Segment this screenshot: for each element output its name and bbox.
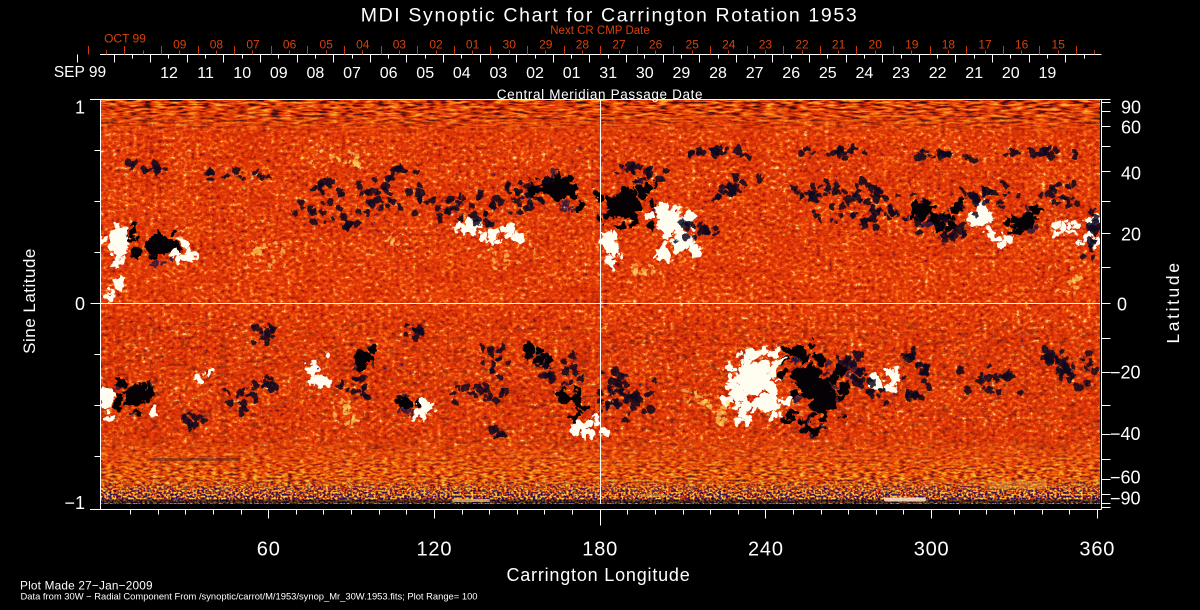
svg-text:Plot Made 27−Jan−2009: Plot Made 27−Jan−2009 [20,579,153,593]
svg-text:24: 24 [856,65,874,82]
svg-text:90: 90 [1121,98,1141,118]
svg-text:28: 28 [709,65,727,82]
svg-text:1: 1 [75,98,85,118]
svg-text:30: 30 [636,65,654,82]
svg-text:0: 0 [75,294,85,314]
svg-text:07: 07 [246,38,260,52]
svg-text:−60: −60 [1110,468,1141,488]
svg-text:03: 03 [393,38,407,52]
svg-text:05: 05 [416,65,434,82]
svg-text:28: 28 [576,38,590,52]
svg-text:0: 0 [1117,295,1127,315]
svg-text:09: 09 [173,38,187,52]
svg-text:360: 360 [1079,539,1115,561]
svg-text:20: 20 [1002,65,1020,82]
svg-text:19: 19 [1039,65,1057,82]
svg-text:21: 21 [965,65,983,82]
svg-text:180: 180 [582,539,618,561]
svg-text:27: 27 [746,65,764,82]
svg-text:16: 16 [1015,38,1029,52]
svg-text:23: 23 [759,38,773,52]
svg-text:06: 06 [283,38,297,52]
svg-text:SEP 99: SEP 99 [54,64,106,81]
svg-text:25: 25 [686,38,700,52]
svg-text:02: 02 [526,65,544,82]
svg-text:03: 03 [490,65,508,82]
svg-text:Next CR CMP Date: Next CR CMP Date [550,25,649,37]
svg-text:26: 26 [782,65,800,82]
svg-text:−40: −40 [1110,424,1141,444]
svg-text:08: 08 [210,38,224,52]
svg-text:12: 12 [160,65,178,82]
svg-text:08: 08 [307,65,325,82]
svg-text:11: 11 [197,65,214,82]
svg-text:Carrington Longitude: Carrington Longitude [506,565,690,585]
svg-text:20: 20 [869,38,883,52]
svg-text:Latitude: Latitude [1163,260,1183,343]
svg-text:19: 19 [905,38,919,52]
svg-text:25: 25 [819,65,837,82]
svg-text:27: 27 [612,38,626,52]
svg-text:04: 04 [356,38,370,52]
svg-text:24: 24 [722,38,736,52]
svg-text:60: 60 [1121,118,1141,138]
svg-text:30: 30 [503,38,517,52]
svg-text:22: 22 [795,38,809,52]
svg-text:OCT 99: OCT 99 [104,32,146,46]
svg-text:06: 06 [380,65,398,82]
svg-text:−90: −90 [1110,489,1141,509]
svg-text:01: 01 [563,65,581,82]
svg-text:05: 05 [320,38,334,52]
svg-text:MDI Synoptic Chart for Carring: MDI Synoptic Chart for Carrington Rotati… [361,5,859,27]
svg-text:01: 01 [466,38,480,52]
svg-text:09: 09 [270,65,288,82]
svg-text:Sine Latitude: Sine Latitude [20,248,39,354]
svg-text:15: 15 [1052,38,1066,52]
svg-text:07: 07 [343,65,361,82]
svg-text:26: 26 [649,38,663,52]
svg-text:31: 31 [599,65,617,82]
svg-text:22: 22 [929,65,947,82]
svg-text:20: 20 [1121,225,1141,245]
svg-text:23: 23 [892,65,910,82]
svg-text:02: 02 [429,38,443,52]
svg-text:Data from 30W − Radial Compone: Data from 30W − Radial Component From /s… [21,591,478,602]
svg-text:10: 10 [233,65,251,82]
svg-text:17: 17 [978,38,992,52]
svg-text:300: 300 [914,539,950,561]
svg-text:Central Meridian Passage Date: Central Meridian Passage Date [497,87,703,102]
svg-text:60: 60 [257,539,281,561]
svg-text:40: 40 [1121,164,1141,184]
svg-text:−1: −1 [64,493,85,513]
svg-text:21: 21 [832,38,846,52]
svg-text:29: 29 [673,65,691,82]
svg-text:120: 120 [417,539,453,561]
svg-text:−20: −20 [1110,363,1141,383]
svg-text:240: 240 [748,539,784,561]
svg-text:04: 04 [453,65,471,82]
svg-text:29: 29 [539,38,553,52]
svg-text:18: 18 [942,38,956,52]
